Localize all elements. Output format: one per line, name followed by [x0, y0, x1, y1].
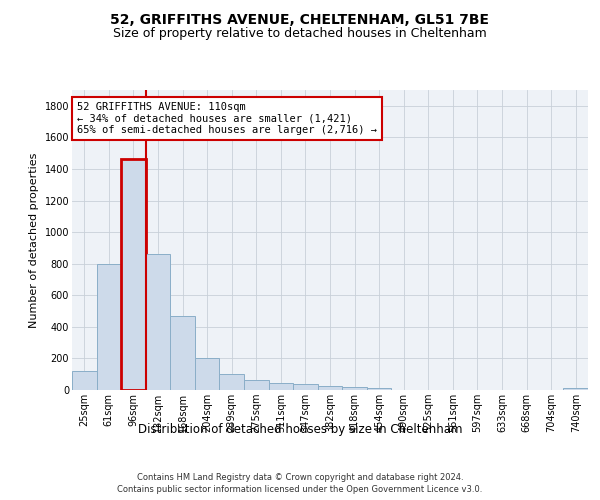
Y-axis label: Number of detached properties: Number of detached properties: [29, 152, 39, 328]
Text: Size of property relative to detached houses in Cheltenham: Size of property relative to detached ho…: [113, 28, 487, 40]
Bar: [146, 254, 170, 390]
Bar: [72, 371, 97, 390]
Bar: [269, 383, 293, 390]
Text: Distribution of detached houses by size in Cheltenham: Distribution of detached houses by size …: [138, 422, 462, 436]
Bar: [121, 160, 146, 390]
Bar: [563, 388, 588, 390]
Bar: [342, 387, 367, 390]
Bar: [293, 384, 318, 390]
Bar: [367, 388, 391, 390]
Text: Contains HM Land Registry data © Crown copyright and database right 2024.: Contains HM Land Registry data © Crown c…: [137, 472, 463, 482]
Bar: [244, 380, 269, 390]
Bar: [97, 264, 121, 390]
Bar: [220, 374, 244, 390]
Bar: [318, 386, 342, 390]
Text: 52, GRIFFITHS AVENUE, CHELTENHAM, GL51 7BE: 52, GRIFFITHS AVENUE, CHELTENHAM, GL51 7…: [110, 12, 490, 26]
Bar: [170, 316, 195, 390]
Bar: [195, 358, 220, 390]
Text: 52 GRIFFITHS AVENUE: 110sqm
← 34% of detached houses are smaller (1,421)
65% of : 52 GRIFFITHS AVENUE: 110sqm ← 34% of det…: [77, 102, 377, 135]
Text: Contains public sector information licensed under the Open Government Licence v3: Contains public sector information licen…: [118, 485, 482, 494]
